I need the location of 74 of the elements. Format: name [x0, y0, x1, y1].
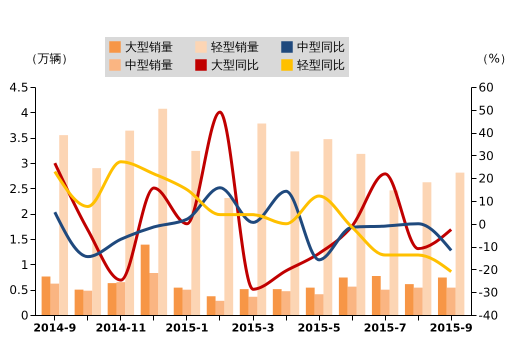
- y-tick-label: 3.5: [9, 131, 28, 146]
- bar: [240, 289, 249, 315]
- line-series: [53, 110, 453, 291]
- y-tick-label: 1.5: [9, 232, 28, 246]
- legend-label: 大型销量: [125, 40, 173, 54]
- y2-tick-label: 20: [478, 172, 494, 186]
- x-tick-label: 2014-11: [96, 322, 146, 334]
- bar: [248, 296, 258, 315]
- bar: [74, 290, 84, 315]
- bar: [50, 284, 60, 315]
- y2-tick-label: 0: [478, 217, 486, 232]
- bar: [356, 154, 366, 315]
- bar: [174, 288, 183, 315]
- legend-label: 大型同比: [211, 58, 259, 72]
- x-tick-label: 2015-9: [430, 322, 473, 334]
- y2-tick-label: -30: [478, 286, 498, 300]
- y2-tick-label: -40: [478, 308, 498, 322]
- x-tick-label: 2015-5: [298, 322, 340, 334]
- bar: [380, 290, 390, 315]
- legend-label: 轻型同比: [297, 58, 345, 72]
- y-tick-label: 2: [20, 207, 28, 222]
- line-series: [53, 186, 453, 262]
- bar: [456, 172, 464, 315]
- legend-label: 中型同比: [297, 40, 345, 54]
- bar: [422, 182, 432, 315]
- bar: [446, 288, 456, 315]
- y-tick-label: 2.5: [9, 182, 28, 196]
- bar: [372, 276, 381, 315]
- y2-axis-title: （%）: [476, 52, 512, 66]
- legend-label: 中型销量: [125, 58, 173, 72]
- y2-tick-label: 10: [478, 194, 494, 208]
- bar: [282, 291, 290, 315]
- bar: [338, 278, 348, 315]
- y-axis-title: （万辆）: [26, 52, 74, 66]
- bar: [314, 294, 324, 315]
- bar: [158, 108, 168, 315]
- bar: [150, 272, 158, 315]
- bar: [404, 284, 414, 315]
- bar: [438, 278, 447, 315]
- bar: [216, 300, 224, 315]
- bar: [414, 288, 423, 315]
- bar: [348, 286, 356, 315]
- legend-label: 轻型销量: [211, 40, 259, 54]
- bar: [83, 290, 92, 315]
- bar: [306, 288, 315, 315]
- y-tick-label: 3: [20, 156, 28, 170]
- y-tick-label: 0: [20, 308, 28, 322]
- bar: [59, 135, 68, 315]
- line-series: [53, 160, 453, 274]
- y2-tick-label: -20: [478, 262, 498, 277]
- x-tick-label: 2015-7: [364, 322, 407, 334]
- y2-tick-label: -10: [478, 240, 498, 254]
- y2-tick-label: 40: [478, 126, 494, 140]
- y2-tick-label: 60: [478, 80, 494, 94]
- bar: [390, 190, 398, 315]
- bar: [116, 282, 126, 315]
- bar: [224, 198, 234, 315]
- x-tick-label: 2015-1: [166, 322, 208, 334]
- y-tick-label: 0.5: [9, 283, 28, 298]
- y-tick-label: 1: [20, 258, 28, 272]
- bar: [140, 244, 150, 315]
- y-tick-label: 4.5: [9, 80, 28, 94]
- x-tick-label: 2015-3: [232, 322, 274, 334]
- bar: [42, 276, 50, 315]
- bar: [323, 139, 332, 315]
- bar: [257, 123, 266, 315]
- y-tick-label: 4: [20, 106, 28, 120]
- y2-tick-label: 50: [478, 103, 494, 118]
- bar: [108, 283, 116, 315]
- bar: [182, 290, 192, 315]
- x-tick-label: 2014-9: [33, 322, 76, 334]
- bar: [206, 296, 216, 315]
- bar: [272, 289, 282, 315]
- y2-tick-label: 30: [478, 148, 494, 163]
